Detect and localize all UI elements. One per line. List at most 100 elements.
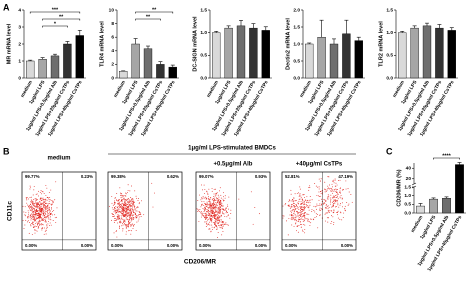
event-dot [299, 211, 301, 213]
y-tick-label: 1.0 [386, 30, 393, 36]
event-dot [116, 192, 118, 194]
event-dot [208, 207, 210, 209]
event-dot [216, 220, 218, 222]
event-dot [39, 206, 41, 208]
y-tick-label: 1.0 [200, 30, 207, 36]
event-dot [324, 191, 326, 193]
event-dot [32, 213, 34, 215]
event-dot [130, 233, 132, 235]
event-dot [216, 225, 217, 226]
event-dot [203, 205, 205, 206]
event-dot [44, 215, 45, 217]
event-dot [30, 224, 31, 226]
event-dot [119, 214, 121, 216]
quadrant-percent: 99.07% [199, 174, 214, 179]
event-dot [215, 207, 217, 209]
event-dot [138, 211, 140, 213]
event-dot [118, 199, 120, 201]
event-dot [315, 206, 317, 208]
event-dot [130, 201, 132, 203]
event-dot [211, 209, 213, 211]
event-dot [48, 214, 50, 216]
event-dot [30, 216, 32, 218]
event-dot [127, 190, 129, 191]
event-dot [298, 209, 300, 211]
event-dot [33, 198, 34, 200]
event-dot [220, 199, 222, 201]
event-dot [203, 201, 205, 203]
event-dot [308, 189, 310, 191]
event-dot [27, 221, 28, 223]
event-dot [302, 202, 304, 204]
event-dot [46, 216, 48, 217]
event-dot [225, 207, 227, 209]
event-dot [316, 208, 318, 210]
y-tick-label: 4 [18, 7, 21, 13]
event-dot [132, 218, 134, 220]
event-dot [295, 206, 297, 208]
event-dot [302, 229, 303, 231]
header: 1μg/ml LPS-stimulated BMDCs [188, 146, 276, 152]
event-dot [37, 227, 39, 229]
event-dot [221, 208, 223, 210]
event-dot [122, 211, 124, 213]
event-dot [116, 218, 118, 220]
event-dot [303, 204, 305, 206]
event-dot [117, 200, 119, 202]
event-dot [316, 203, 318, 205]
event-dot [295, 204, 297, 205]
event-dot [41, 204, 43, 206]
event-dot [325, 212, 327, 214]
event-dot [126, 198, 128, 200]
event-dot [134, 209, 136, 211]
event-dot [121, 195, 123, 197]
event-dot [327, 208, 329, 210]
bar [156, 64, 165, 79]
event-dot [229, 217, 231, 219]
event-dot [220, 210, 222, 212]
event-dot [133, 211, 135, 213]
event-dot [125, 218, 127, 220]
event-dot [224, 215, 226, 217]
event-dot [238, 198, 240, 200]
event-dot [221, 225, 223, 227]
event-dot [211, 203, 213, 205]
event-dot [30, 225, 32, 227]
event-dot [121, 201, 123, 203]
event-dot [305, 204, 307, 206]
event-dot [336, 184, 338, 186]
event-dot [221, 221, 223, 223]
event-dot [293, 210, 295, 212]
event-dot [207, 194, 209, 196]
bar [261, 30, 270, 79]
event-dot [290, 206, 292, 208]
event-dot [318, 186, 320, 188]
event-dot [132, 204, 134, 206]
event-dot [33, 186, 35, 187]
event-dot [204, 217, 205, 218]
event-dot [132, 198, 134, 199]
event-dot [213, 188, 215, 190]
event-dot [218, 203, 220, 205]
event-dot [300, 208, 302, 209]
event-dot [133, 224, 135, 226]
bar [249, 27, 258, 79]
event-dot [42, 199, 44, 201]
event-dot [50, 219, 52, 221]
event-dot [304, 218, 306, 220]
event-dot [210, 212, 212, 214]
event-dot [219, 227, 221, 228]
plot-frame [107, 171, 183, 251]
event-dot [135, 216, 137, 218]
event-dot [52, 220, 54, 222]
event-dot [214, 195, 216, 197]
event-dot [43, 219, 44, 221]
event-dot [131, 213, 133, 214]
event-dot [33, 189, 35, 191]
event-dot [209, 221, 211, 223]
event-dot [39, 215, 41, 217]
event-dot [222, 225, 224, 227]
event-dot [56, 216, 57, 218]
event-dot [129, 214, 131, 216]
event-dot [302, 207, 304, 209]
